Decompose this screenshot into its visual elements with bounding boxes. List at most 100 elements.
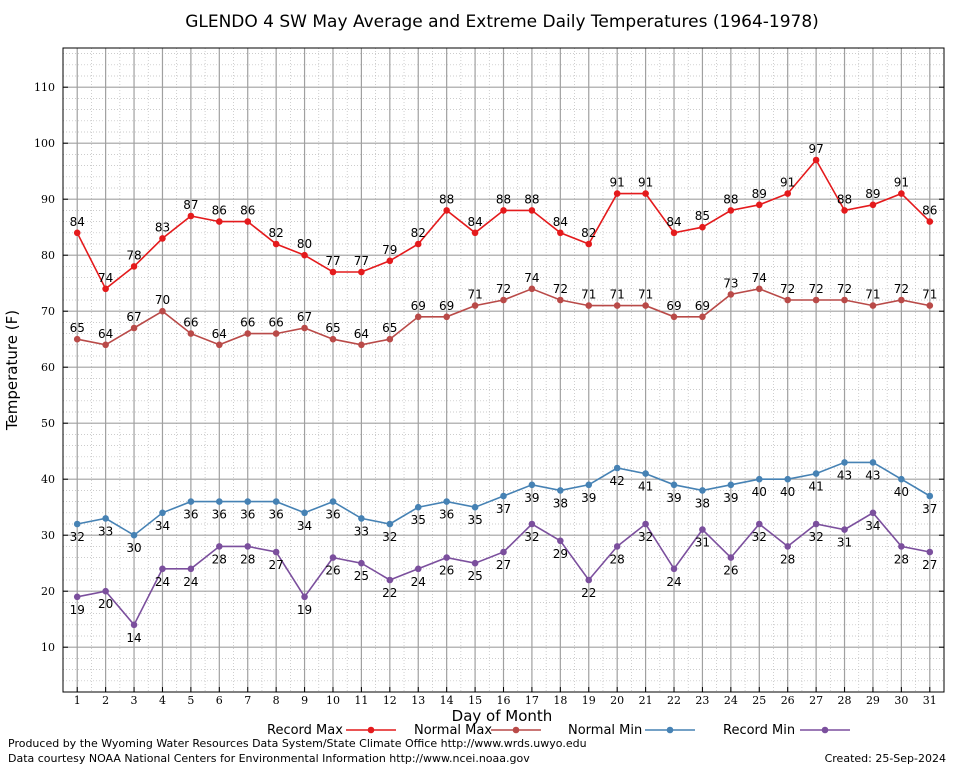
- normal-min-point: [386, 520, 394, 528]
- record-min-data-label: 29: [553, 547, 568, 561]
- normal-max-data-label: 69: [439, 299, 454, 313]
- normal-min-point: [727, 481, 735, 489]
- normal-max-data-label: 72: [894, 282, 909, 296]
- legend-item-record-max: Record Max: [267, 723, 396, 738]
- record-max-data-label: 80: [297, 237, 312, 251]
- record-max-point: [926, 218, 934, 225]
- normal-max-data-label: 72: [496, 282, 511, 296]
- normal-min-point: [812, 470, 820, 477]
- normal-max-point: [272, 330, 280, 337]
- normal-max-data-label: 71: [581, 288, 596, 302]
- normal-min-point: [926, 492, 934, 500]
- record-max-point: [73, 229, 81, 237]
- normal-max-point: [329, 335, 337, 343]
- normal-min-point: [301, 509, 308, 517]
- normal-max-data-label: 64: [98, 327, 113, 341]
- normal-min-data-label: 32: [382, 530, 397, 544]
- x-tick-label: 25: [752, 694, 766, 707]
- record-min-data-label: 26: [325, 564, 340, 578]
- record-max-data-label: 78: [126, 248, 141, 262]
- y-tick-label: 110: [34, 81, 55, 94]
- record-max-data-label: 86: [922, 204, 937, 218]
- normal-max-point: [898, 296, 905, 304]
- record-min-point: [898, 543, 905, 550]
- normal-min-data-label: 41: [638, 480, 653, 494]
- record-max-point: [727, 207, 735, 214]
- normal-min-data-label: 33: [354, 524, 369, 538]
- record-min-data-label: 20: [98, 597, 113, 611]
- x-tick-label: 26: [781, 694, 795, 707]
- record-max-data-label: 89: [752, 187, 767, 201]
- x-tick-label: 7: [244, 694, 251, 707]
- record-max-point: [670, 229, 678, 237]
- record-min-data-label: 26: [439, 564, 454, 578]
- normal-min-point: [471, 503, 479, 511]
- normal-max-data-label: 64: [212, 327, 227, 341]
- normal-max-data-label: 70: [155, 293, 170, 307]
- normal-min-data-label: 36: [183, 508, 198, 522]
- normal-min-point: [102, 515, 109, 522]
- normal-min-point: [130, 531, 138, 539]
- normal-max-point: [585, 302, 593, 309]
- record-max-data-label: 74: [98, 271, 113, 285]
- normal-min-point: [272, 498, 280, 505]
- record-min-data-label: 28: [894, 552, 909, 566]
- normal-max-point: [557, 296, 564, 304]
- x-tick-label: 23: [695, 694, 709, 707]
- legend-item-record-min: Record Min: [723, 723, 850, 738]
- normal-min-point: [528, 481, 536, 489]
- x-tick-label: 11: [354, 694, 368, 707]
- normal-max-point: [187, 330, 195, 337]
- x-tick-label: 10: [326, 694, 340, 707]
- normal-min-data-label: 36: [325, 508, 340, 522]
- normal-max-point: [358, 341, 365, 349]
- record-min-point: [727, 554, 735, 561]
- record-min-point: [130, 621, 138, 629]
- record-min-data-label: 24: [411, 575, 426, 589]
- record-max-data-label: 79: [382, 243, 397, 257]
- record-max-data-label: 87: [183, 198, 198, 212]
- record-min-data-label: 28: [610, 552, 625, 566]
- record-min-point: [329, 554, 337, 561]
- record-max-point: [443, 207, 450, 214]
- normal-max-data-label: 72: [553, 282, 568, 296]
- x-tick-label: 1: [74, 694, 81, 707]
- record-min-point: [358, 559, 365, 567]
- record-min-data-label: 31: [695, 536, 710, 550]
- record-min-data-label: 19: [70, 603, 85, 617]
- normal-max-data-label: 67: [126, 310, 141, 324]
- normal-max-data-label: 65: [382, 321, 397, 335]
- y-tick-label: 90: [41, 193, 55, 206]
- record-max-data-label: 82: [269, 226, 284, 240]
- legend-label: Record Max: [267, 723, 343, 738]
- normal-min-point: [670, 481, 678, 489]
- record-max-point: [414, 240, 422, 248]
- normal-min-point: [159, 509, 166, 517]
- record-max-data-label: 82: [411, 226, 426, 240]
- normal-max-data-label: 65: [325, 321, 340, 335]
- record-max-data-label: 91: [894, 176, 909, 190]
- normal-max-data-label: 69: [695, 299, 710, 313]
- normal-min-point: [187, 498, 195, 505]
- normal-max-data-label: 73: [723, 276, 738, 290]
- normal-min-point: [613, 464, 621, 472]
- x-tick-label: 19: [582, 694, 596, 707]
- legend-label: Record Min: [723, 723, 795, 738]
- record-min-data-label: 28: [780, 552, 795, 566]
- record-min-data-label: 32: [638, 530, 653, 544]
- record-min-data-label: 25: [467, 569, 482, 583]
- legend-label: Normal Max: [414, 723, 492, 738]
- record-min-data-label: 27: [922, 558, 937, 572]
- record-min-data-label: 25: [354, 569, 369, 583]
- record-max-point: [585, 240, 593, 248]
- record-min-point: [73, 593, 81, 601]
- normal-min-data-label: 35: [467, 513, 482, 527]
- x-tick-label: 8: [273, 694, 280, 707]
- record-max-point: [613, 190, 621, 197]
- record-max-data-label: 77: [325, 254, 340, 268]
- record-max-point: [159, 235, 166, 242]
- legend-marker: [666, 726, 674, 734]
- normal-min-point: [329, 498, 337, 505]
- record-min-point: [784, 543, 791, 550]
- normal-max-data-label: 71: [610, 288, 625, 302]
